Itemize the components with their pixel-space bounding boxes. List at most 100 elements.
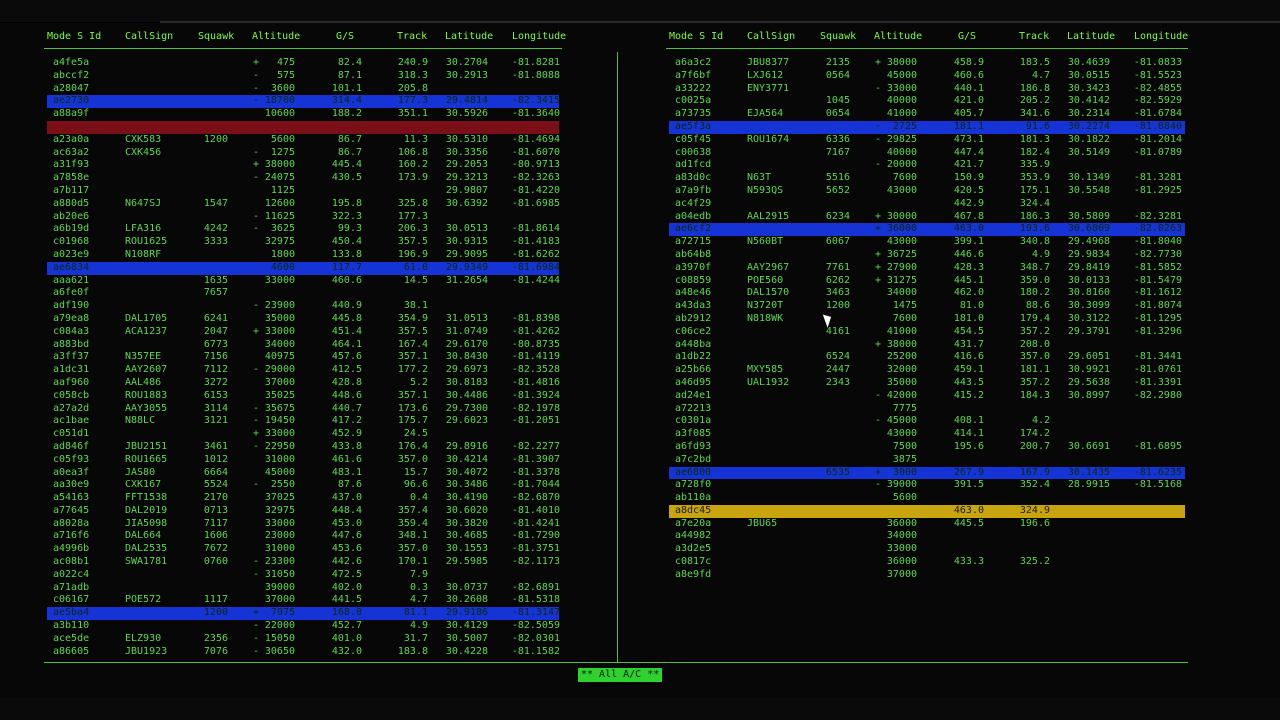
aircraft-row[interactable]: a86605 JBU1923 7076 -30650 432.0 183.8 30.4228… <box>47 646 560 659</box>
aircraft-row[interactable]: a79ea8 DAL1705 6241 35000 445.8 354.9 31.0513 -… <box>47 313 560 326</box>
aircraft-row[interactable]: ae6800 6535 +3000 267.9 167.9 30.1435 -81.6235 <box>669 466 1185 480</box>
aircraft-row[interactable]: a71adb 39000 402.0 0.3 30.0737 -82.6891 <box>47 582 560 595</box>
aircraft-row[interactable]: ae6834 4600 117.7 61.0 29.9349 -81.6984 <box>47 261 560 275</box>
aircraft-row[interactable]: ac63a2 CXK456 -1275 86.7 106.8 30.3356 -81.607… <box>47 147 560 160</box>
aircraft-row[interactable]: c05f45 ROU1674 6336 -29825 473.1 181.3 30.1822… <box>669 134 1185 147</box>
aircraft-row[interactable]: a3f085 43000 414.1 174.2 <box>669 428 1185 441</box>
aircraft-row[interactable]: a6fe0f 7657 <box>47 287 559 300</box>
aircraft-row[interactable]: a83d0c N63T 5516 7600 150.9 353.9 30.1349 -81.3… <box>669 172 1185 185</box>
aircraft-row[interactable]: c08859 POE560 6262 +31275 445.1 359.0 30.0133 -… <box>669 275 1185 288</box>
aircraft-row[interactable]: c0817c 36000 433.3 325.2 <box>669 556 1185 569</box>
aircraft-row[interactable]: a6b19d LFA316 4242 -3625 99.3 206.3 30.0513 -81… <box>47 223 560 236</box>
aircraft-row[interactable]: c00638 7167 40000 447.4 182.4 30.5149 -81.0789 <box>669 147 1185 160</box>
aircraft-row[interactable]: ae2730 -18700 314.4 177.3 29.4814 -82.3415 <box>47 95 560 109</box>
aircraft-row[interactable]: c06ce2 4161 41000 454.5 357.2 29.3791 -81.3296 <box>669 326 1185 339</box>
aircraft-row[interactable]: ae6cf2 +36000 463.0 193.6 30.6809 -82.0263 <box>669 223 1185 237</box>
column-header-latitude[interactable]: Latitude <box>445 31 494 42</box>
aircraft-row[interactable]: a1dc31 AAY2607 7112 -29000 412.5 177.2 29.6973… <box>47 364 560 377</box>
aircraft-row[interactable]: a25b66 MXY585 2447 32000 459.1 181.1 30.9921 -8… <box>669 364 1185 377</box>
aircraft-row[interactable]: c05f93 ROU1665 1012 31000 461.6 357.0 30.4214 -… <box>47 454 560 467</box>
aircraft-row[interactable]: a33222 ENY3771 -33000 440.1 186.8 30.3423 -82.… <box>669 83 1185 96</box>
aircraft-row[interactable]: a7c2bd 3875 <box>669 454 1185 467</box>
aircraft-row[interactable]: c0025a 1045 40000 421.0 205.2 30.4142 -82.5929 <box>669 95 1185 108</box>
aircraft-row[interactable]: c058cb ROU1883 6153 35025 448.6 357.1 30.4486 -… <box>47 390 560 403</box>
aircraft-row[interactable]: ac08b1 SWA1781 0760 -23300 442.6 170.1 29.5985… <box>47 556 560 569</box>
aircraft-row[interactable]: ad1fcd -20000 421.7 335.9 <box>669 159 1185 172</box>
aircraft-row[interactable]: a88a9f 10600 188.2 351.1 30.5926 -81.3640 <box>47 108 560 121</box>
aircraft-row[interactable]: a54163 FFT1538 2170 37025 437.0 0.4 30.4190 -82… <box>47 492 560 505</box>
aircraft-row[interactable]: ac4f29 442.9 324.4 <box>669 198 1185 211</box>
aircraft-row[interactable]: aaf960 AAL486 3272 37000 428.8 5.2 30.8183 -81.… <box>47 377 560 390</box>
aircraft-row[interactable]: a1db22 6524 25200 416.6 357.0 29.6051 -81.3441 <box>669 351 1185 364</box>
aircraft-row[interactable]: ab20e6 -11625 322.3 177.3 <box>47 211 559 224</box>
aircraft-row[interactable]: adf190 -23900 440.9 38.1 <box>47 300 559 313</box>
aircraft-row[interactable]: a4fe5a +475 82.4 240.9 30.2704 -81.8281 <box>47 57 560 70</box>
aircraft-row[interactable]: a022c4 -31050 472.5 7.9 <box>47 569 559 582</box>
column-header-track[interactable]: Track <box>397 31 428 42</box>
aircraft-row[interactable]: a7a9fb N593QS 5652 43000 420.5 175.1 30.5548 -8… <box>669 185 1185 198</box>
aircraft-row[interactable]: a72213 7775 <box>669 403 1185 416</box>
aircraft-row[interactable]: c051d1 +33000 452.9 24.5 <box>47 428 559 441</box>
column-header-altitude[interactable]: Altitude <box>874 31 923 42</box>
aircraft-row[interactable]: a7f6bf LXJ612 0564 45000 460.6 4.7 30.0515 -81.… <box>669 70 1185 83</box>
column-header-mode-s-id[interactable]: Mode S Id <box>47 31 102 42</box>
aircraft-row[interactable]: a28047 -3600 101.1 205.8 <box>47 83 559 96</box>
aircraft-row[interactable]: a73735 EJA564 0654 41000 405.7 341.6 30.2314 -8… <box>669 108 1185 121</box>
aircraft-row[interactable]: ae5f3a -2725 181.1 91.6 30.2274 -81.8840 <box>669 120 1185 134</box>
aircraft-row[interactable]: a3ff37 N357EE 7156 40975 457.6 357.1 30.8430 -8… <box>47 351 560 364</box>
column-header-ground-speed[interactable]: G/S <box>336 31 355 42</box>
aircraft-row[interactable]: ad24e1 -42000 415.2 184.3 30.8997 -82.2980 <box>669 390 1185 403</box>
aircraft-row[interactable]: abccf2 - 575 87.1 318.3 30.2913 -81.8088 <box>47 70 560 83</box>
column-header-squawk[interactable]: Squawk <box>820 31 857 42</box>
aircraft-row[interactable]: a8dc45 463.0 324.9 <box>669 504 1185 518</box>
aircraft-row[interactable]: ace5de ELZ930 2356 -15050 401.0 31.7 30.5007 -8… <box>47 633 560 646</box>
aircraft-row[interactable]: a23a0a CXK583 1200 5600 86.7 11.3 30.5310 -81.4… <box>47 134 560 147</box>
aircraft-row[interactable]: a8e9fd 37000 <box>669 569 1185 582</box>
aircraft-row[interactable]: ae5ba4 1200 +7975 168.0 81.1 29.9186 -81.3147 <box>47 607 560 621</box>
column-header-longitude[interactable]: Longitude <box>512 31 567 42</box>
aircraft-row[interactable]: a43da3 N3720T 1200 1475 81.0 88.6 30.3099 -81.8… <box>669 300 1185 313</box>
aircraft-row[interactable]: a8028a JIA5098 7117 33000 453.0 359.4 30.3820 -… <box>47 518 560 531</box>
aircraft-row[interactable]: c01968 ROU1625 3333 32975 450.4 357.5 30.9315 -… <box>47 236 560 249</box>
aircraft-row[interactable]: aaa621 1635 33000 460.6 14.5 31.2654 -81.4244 <box>47 275 560 288</box>
aircraft-row[interactable]: ad846f JBU2151 3461 -22950 433.8 176.4 29.8916… <box>47 441 560 454</box>
column-header-callsign[interactable]: CallSign <box>747 31 796 42</box>
aircraft-row[interactable]: a716f6 DAL664 1606 23000 447.6 348.1 30.4685 -8… <box>47 530 560 543</box>
aircraft-row[interactable]: a27a2d AAY3055 3114 -35675 440.7 173.6 29.7300… <box>47 403 560 416</box>
aircraft-row[interactable]: a448ba +38000 431.7 208.0 <box>669 339 1185 352</box>
aircraft-row[interactable]: c084a3 ACA1237 2047 +33000 451.4 357.5 31.0749… <box>47 326 560 339</box>
aircraft-row[interactable]: a4996b DAL2535 7672 31000 453.6 357.0 30.1553 -… <box>47 543 560 556</box>
aircraft-row[interactable]: a6a3c2 JBU8377 2135 +38000 458.9 183.5 30.4639… <box>669 57 1185 70</box>
aircraft-row[interactable]: a023e9 N108RF 1800 133.8 196.9 29.9095 -81.626… <box>47 249 560 262</box>
column-header-callsign[interactable]: CallSign <box>125 31 174 42</box>
aircraft-row[interactable]: a7858e -24075 430.5 173.9 29.3213 -82.3263 <box>47 172 560 185</box>
aircraft-row[interactable]: a48e46 DAL1570 3463 34000 462.0 180.2 30.8160 -… <box>669 287 1185 300</box>
aircraft-row[interactable]: a728f0 -39000 391.5 352.4 28.9915 -81.5168 <box>669 479 1185 492</box>
aircraft-row[interactable]: a04edb AAL2915 6234 +30000 467.8 186.3 30.5809… <box>669 211 1185 224</box>
aircraft-row[interactable]: ab64b8 +36725 446.6 4.9 29.9834 -82.7730 <box>669 249 1185 262</box>
aircraft-row[interactable] <box>47 120 559 134</box>
aircraft-row[interactable]: ab110a 5600 <box>669 492 1185 505</box>
column-header-altitude[interactable]: Altitude <box>252 31 301 42</box>
column-header-squawk[interactable]: Squawk <box>198 31 235 42</box>
column-header-track[interactable]: Track <box>1019 31 1050 42</box>
aircraft-row[interactable]: a7b117 1125 29.9807 -81.4220 <box>47 185 560 198</box>
aircraft-row[interactable]: a7e20a JBU65 36000 445.5 196.6 <box>669 518 1185 531</box>
aircraft-row[interactable]: a72715 N560BT 6067 43000 399.1 340.8 29.4968 -8… <box>669 236 1185 249</box>
aircraft-row[interactable]: c0301a -45000 408.1 4.2 <box>669 415 1185 428</box>
aircraft-row[interactable]: ac1bae N88LC 3121 -19450 417.2 175.7 29.6023 -8… <box>47 415 560 428</box>
column-header-latitude[interactable]: Latitude <box>1067 31 1116 42</box>
aircraft-row[interactable]: a880d5 N647SJ 1547 12600 195.8 325.8 30.6392 -8… <box>47 198 560 211</box>
column-header-ground-speed[interactable]: G/S <box>958 31 977 42</box>
aircraft-row[interactable]: a46d95 UAL1932 2343 35000 443.5 357.2 29.5638 -… <box>669 377 1185 390</box>
aircraft-row[interactable]: a6fd93 7500 195.6 200.7 30.6691 -81.6895 <box>669 441 1185 454</box>
column-header-longitude[interactable]: Longitude <box>1134 31 1189 42</box>
aircraft-row[interactable]: a3d2e5 33000 <box>669 543 1185 556</box>
aircraft-row[interactable]: a883bd 6773 34000 464.1 167.4 29.6170 -80.8735 <box>47 339 560 352</box>
column-header-mode-s-id[interactable]: Mode S Id <box>669 31 724 42</box>
aircraft-row[interactable]: a77645 DAL2019 0713 32975 448.4 357.4 30.6020 -… <box>47 505 560 518</box>
aircraft-row[interactable]: a44982 34000 <box>669 530 1185 543</box>
filter-status-label[interactable]: ** All A/C ** <box>578 668 663 682</box>
aircraft-row[interactable]: a0ea3f JAS80 6664 45000 483.1 15.7 30.4072 -81.… <box>47 467 560 480</box>
aircraft-row[interactable]: aa30e9 CXK167 5524 -2550 87.6 96.6 30.3486 -81.… <box>47 479 560 492</box>
